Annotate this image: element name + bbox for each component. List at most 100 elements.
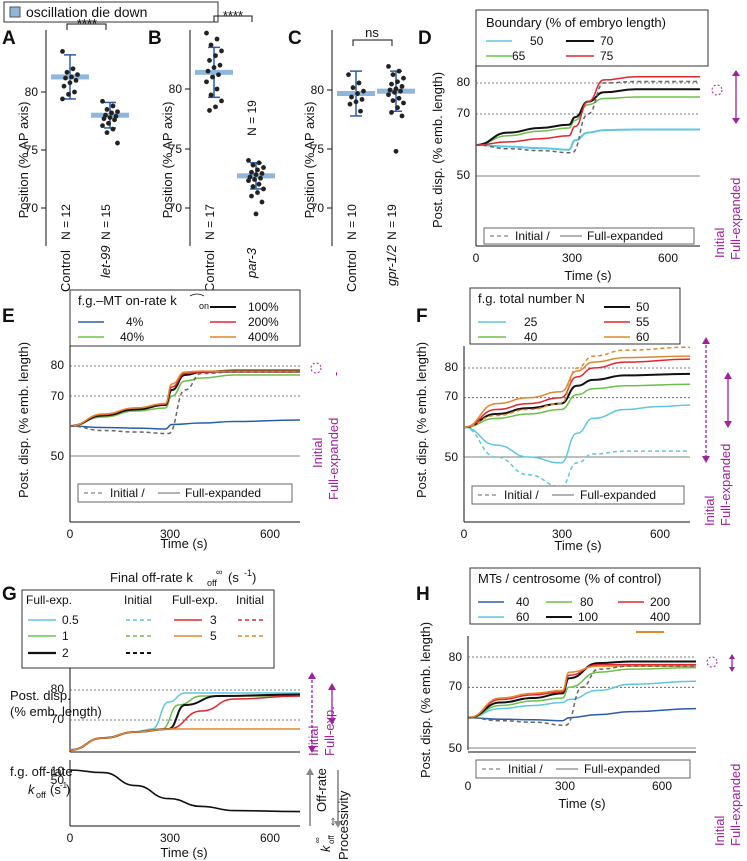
right-label: ⇔ [324, 815, 339, 828]
data-point [395, 105, 400, 111]
legend-title: f.g. total number N [478, 291, 585, 306]
data-point [347, 101, 353, 107]
data-point [386, 64, 391, 69]
data-point [115, 140, 120, 146]
data-point [216, 72, 221, 78]
style-legend [475, 759, 691, 779]
data-point [261, 186, 266, 192]
x-axis-label: Time (s) [554, 538, 601, 553]
x-axis-label: Time (s) [160, 845, 207, 860]
side-label: Initial [310, 438, 325, 468]
series-line [475, 88, 700, 146]
legend-item: 60 [636, 330, 650, 344]
series-line [467, 666, 697, 719]
data-point [204, 79, 209, 85]
series-line [475, 76, 700, 146]
legend-item: 100 [578, 610, 598, 624]
data-point [101, 116, 107, 122]
panel-a: A Position (% AP axis) 80 75 70 **** N =… [2, 16, 129, 292]
legend-item: 2 [62, 646, 69, 660]
data-point [217, 62, 223, 68]
y-axis-label: Post. disp. (% emb. length) [418, 622, 433, 778]
data-point [401, 100, 406, 106]
data-point [219, 98, 224, 104]
data-point [350, 85, 356, 91]
x-tick: 0 [461, 527, 468, 541]
data-point [210, 74, 215, 80]
series-line [463, 383, 691, 429]
side-label: Full-exp. [322, 706, 337, 756]
initial-marker [711, 84, 723, 96]
data-point [246, 178, 251, 184]
y-tick: 50 [51, 773, 65, 787]
series-line [463, 372, 691, 429]
series-line [69, 371, 300, 427]
legend-box [69, 289, 301, 347]
plot-area [467, 656, 697, 749]
data-point [72, 89, 77, 95]
data-point [208, 42, 214, 48]
legend-item: 0.5 [62, 613, 79, 627]
style-legend [483, 227, 695, 245]
y-axis-label-bottom-sub: off [36, 790, 46, 800]
category-label: Control [344, 250, 359, 292]
plot-area [69, 689, 301, 751]
y-axis-label: Position (% AP axis) [160, 102, 175, 219]
legend-item: 50 [530, 34, 544, 48]
side-label: Initial [712, 816, 727, 846]
series-line [467, 680, 697, 719]
mean-band [195, 69, 233, 75]
significance-label: ns [365, 25, 379, 40]
data-point [211, 65, 217, 70]
col-header: Initial [124, 593, 152, 607]
legend-item: 40 [524, 330, 538, 344]
legend-item: 400 [650, 610, 670, 624]
initial-marker [706, 656, 718, 668]
panel-letter: C [288, 28, 302, 49]
data-point [399, 113, 405, 119]
data-point [390, 72, 396, 78]
data-point [392, 89, 397, 95]
y-axis-label-bottom: f.g. off-rate [10, 764, 73, 779]
y-tick: 50 [449, 741, 463, 755]
style-legend-solid: Full-expanded [584, 762, 660, 776]
data-point [204, 30, 209, 36]
data-point [358, 108, 363, 114]
data-point [112, 117, 117, 123]
x-tick: 300 [552, 527, 572, 541]
data-point [349, 94, 354, 100]
significance-bracket [352, 39, 393, 46]
style-legend-dashed: Initial / [515, 229, 550, 243]
data-point [252, 177, 257, 182]
initial-marker [310, 362, 322, 374]
data-point [386, 92, 391, 98]
legend-title: MTs / centrosome (% of control) [478, 571, 662, 586]
y-tick: 70 [449, 679, 463, 693]
significance-bracket [213, 15, 253, 22]
y-tick: 75 [25, 143, 39, 157]
x-tick: 600 [650, 527, 670, 541]
y-tick: 50 [457, 168, 471, 182]
y-tick: 80 [445, 360, 459, 374]
right-label-sup: ∞ [313, 837, 322, 843]
y-tick: 80 [457, 75, 471, 89]
data-point [207, 108, 212, 113]
data-point [110, 126, 116, 132]
data-point [214, 86, 220, 92]
legend-title: Final off-rate k [110, 570, 193, 585]
data-point [256, 181, 262, 187]
y-tick: 10 [51, 764, 65, 778]
y-axis-label-top: (% emb. length) [10, 704, 102, 719]
y-tick: 80 [25, 85, 39, 99]
legend-title-sub: off [207, 578, 217, 588]
panel-g: G Final off-rate k off ∞ (s -1 ) Full-ex… [2, 567, 351, 860]
data-point [107, 115, 113, 120]
y-tick: 75 [169, 142, 183, 156]
legend-title-sup: ∞ [216, 567, 222, 577]
side-label: Initial [306, 726, 321, 756]
data-point [389, 81, 394, 87]
y-axis-label-bottom-unit-close: ) [66, 782, 70, 797]
legend-label: oscillation die down [26, 4, 147, 20]
side-label: Initial [712, 228, 727, 258]
